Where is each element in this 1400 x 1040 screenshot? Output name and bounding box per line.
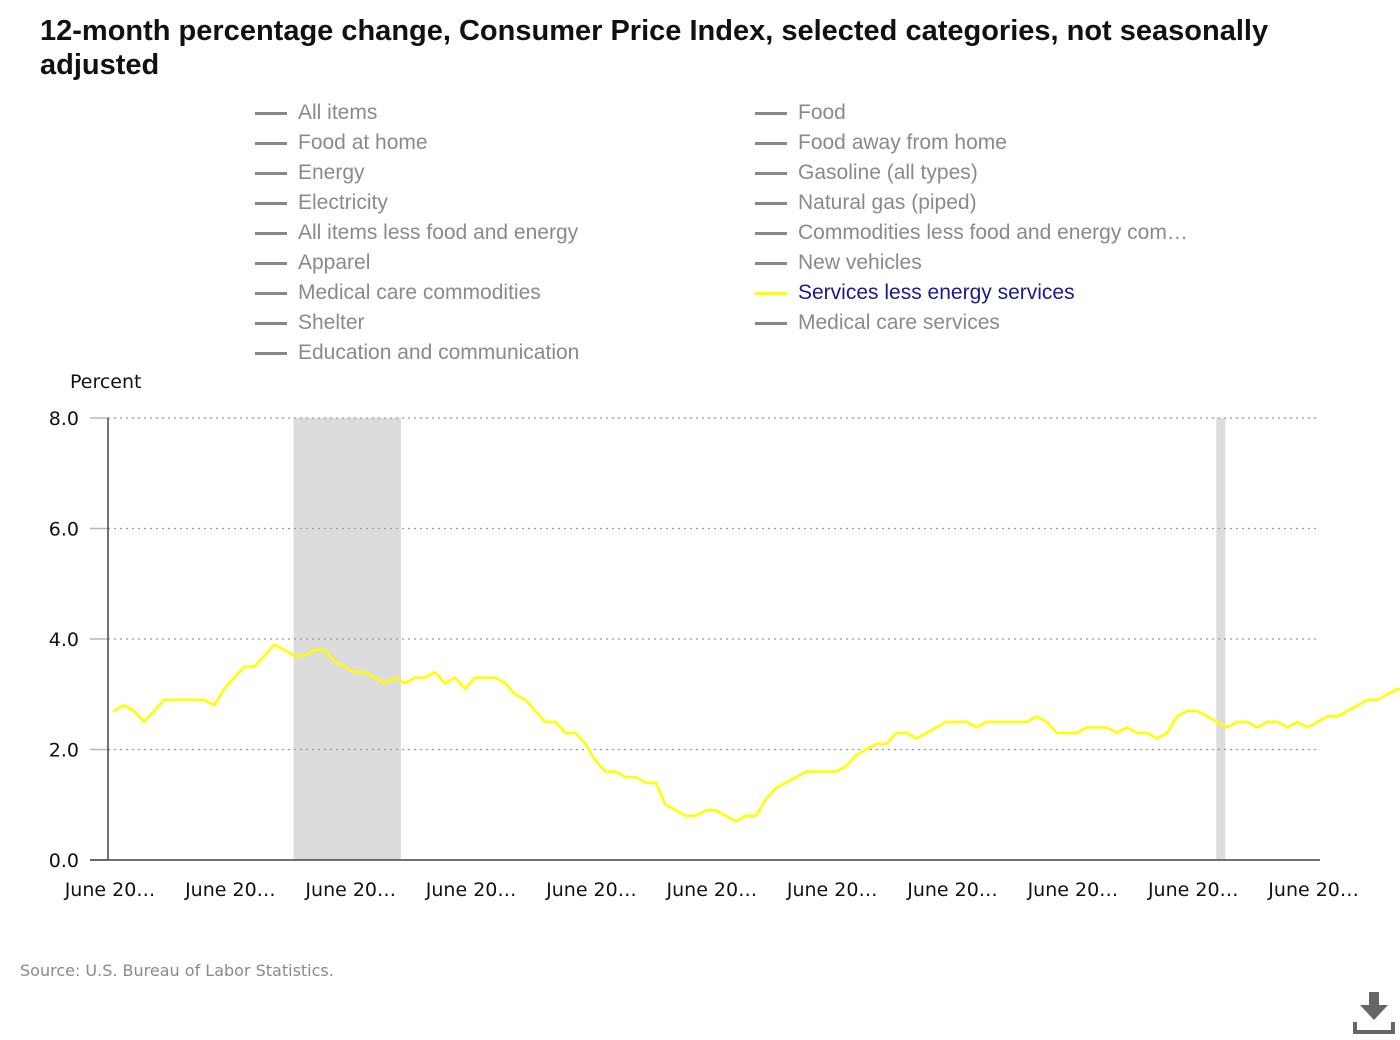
legend-item-education-communication[interactable]: Education and communication <box>255 338 755 368</box>
legend-swatch <box>255 351 287 355</box>
x-tick-label: June 20… <box>1027 879 1119 901</box>
recession-band <box>1216 418 1226 860</box>
y-axis-title: Percent <box>70 371 142 393</box>
legend-item-core[interactable]: All items less food and energy <box>255 218 755 248</box>
x-tick-label: June 20… <box>64 879 156 901</box>
legend-item-services-less-energy[interactable]: Services less energy services <box>755 278 1255 308</box>
legend-item-shelter[interactable]: Shelter <box>255 308 755 338</box>
legend-swatch <box>755 141 787 145</box>
legend-swatch <box>255 231 287 235</box>
legend-item-all-items[interactable]: All items <box>255 98 755 128</box>
source-note: Source: U.S. Bureau of Labor Statistics. <box>20 961 334 980</box>
legend-swatch <box>755 261 787 265</box>
y-tick-label: 0.0 <box>49 850 79 872</box>
line-chart: Percent 0.0 2.0 4.0 6.0 8.0 June 20… June 20… J… <box>49 371 1400 901</box>
x-tick-label: June 20… <box>304 879 396 901</box>
legend-swatch <box>755 321 787 325</box>
legend: All items Food Food at home Food away fr… <box>255 98 1255 368</box>
series-lines <box>112 457 1400 823</box>
legend-item-electricity[interactable]: Electricity <box>255 188 755 218</box>
y-tick-label: 8.0 <box>49 408 79 430</box>
legend-item-apparel[interactable]: Apparel <box>255 248 755 278</box>
legend-item-medical-care-commodities[interactable]: Medical care commodities <box>255 278 755 308</box>
legend-swatch <box>255 291 287 295</box>
legend-swatch <box>755 171 787 175</box>
legend-item-food[interactable]: Food <box>755 98 1255 128</box>
y-tick-label: 4.0 <box>49 629 79 651</box>
x-tick-label: June 20… <box>425 879 517 901</box>
x-tick-label: June 20… <box>906 879 998 901</box>
download-button[interactable] <box>1352 988 1396 1036</box>
series-line-services-less-energy-services[interactable] <box>112 457 1400 823</box>
x-tick-label: June 20… <box>184 879 276 901</box>
recession-shading-group <box>293 418 1226 860</box>
x-tick-label: June 20… <box>1147 879 1239 901</box>
legend-item-energy[interactable]: Energy <box>255 158 755 188</box>
legend-swatch <box>255 261 287 265</box>
legend-swatch <box>755 111 787 115</box>
y-tick-label: 6.0 <box>49 519 79 541</box>
download-icon <box>1353 992 1395 1034</box>
legend-swatch <box>755 231 787 235</box>
legend-item-food-away-from-home[interactable]: Food away from home <box>755 128 1255 158</box>
axes: 0.0 2.0 4.0 6.0 8.0 June 20… June 20… June 20… J… <box>49 408 1359 901</box>
chart-title: 12-month percentage change, Consumer Pri… <box>40 15 1269 81</box>
legend-swatch <box>255 111 287 115</box>
legend-item-natural-gas[interactable]: Natural gas (piped) <box>755 188 1255 218</box>
x-tick-label: June 20… <box>786 879 878 901</box>
recession-band <box>293 418 401 860</box>
gridlines <box>108 417 1320 751</box>
legend-swatch <box>255 141 287 145</box>
legend-item-medical-care-services[interactable]: Medical care services <box>755 308 1255 338</box>
legend-item-new-vehicles[interactable]: New vehicles <box>755 248 1255 278</box>
legend-swatch <box>255 321 287 325</box>
y-tick-label: 2.0 <box>49 740 79 762</box>
legend-item-gasoline[interactable]: Gasoline (all types) <box>755 158 1255 188</box>
legend-item-core-commodities[interactable]: Commodities less food and energy com… <box>755 218 1255 248</box>
legend-swatch <box>755 201 787 205</box>
x-tick-label: June 20… <box>1267 879 1359 901</box>
x-tick-label: June 20… <box>666 879 758 901</box>
legend-item-food-at-home[interactable]: Food at home <box>255 128 755 158</box>
x-tick-label: June 20… <box>545 879 637 901</box>
legend-swatch <box>755 291 787 295</box>
legend-swatch <box>255 201 287 205</box>
legend-swatch <box>255 171 287 175</box>
